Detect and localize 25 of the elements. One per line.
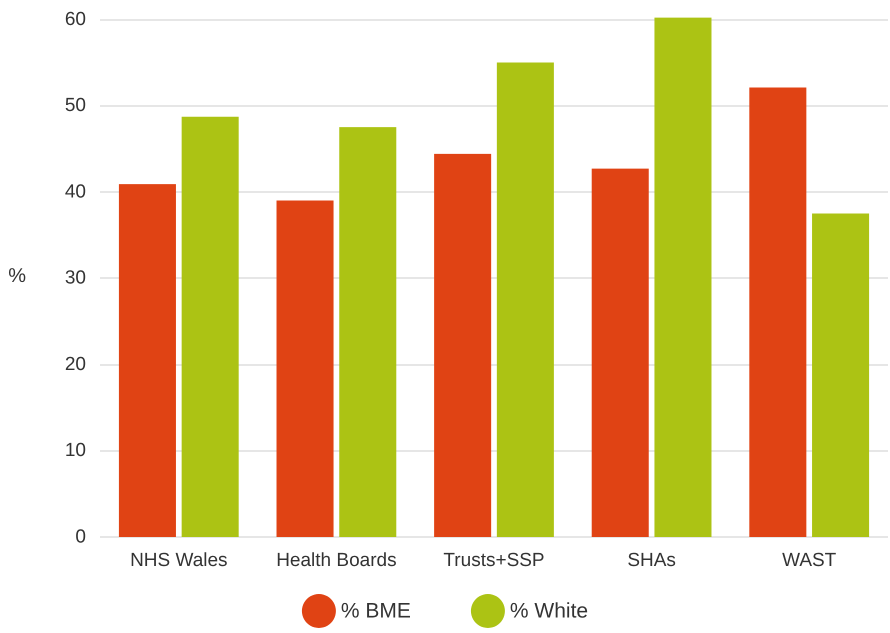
y-axis-title: % [8,265,26,287]
x-tick-label: Trusts+SSP [443,550,545,571]
bar [496,62,554,537]
bar [276,200,334,537]
x-tick-label: WAST [782,550,837,571]
x-tick-label: Health Boards [276,550,397,571]
bar [592,168,649,537]
bar [749,87,806,537]
legend-label: % White [510,600,588,622]
y-tick-label: 50 [64,95,86,116]
legend-label: % BME [340,600,411,622]
bar [182,116,239,537]
y-tick-label: 30 [64,268,86,289]
y-tick-label: 0 [75,526,86,548]
y-tick-label: 20 [64,354,86,375]
x-tick-label: NHS Wales [130,550,228,571]
y-tick-label: 40 [64,181,86,202]
y-tick-label: 10 [64,440,86,462]
bar [812,213,870,537]
x-tick-label: SHAs [627,550,676,571]
y-tick-label: 60 [64,8,86,30]
bar [339,127,396,537]
bar [118,184,176,537]
bar [434,154,492,537]
bar [654,18,712,537]
